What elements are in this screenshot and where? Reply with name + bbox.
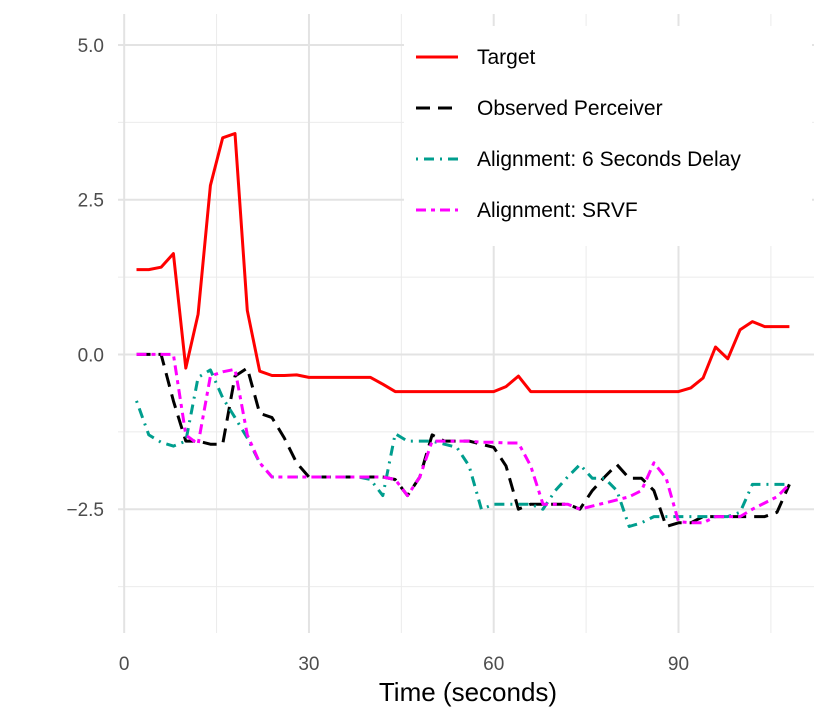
series-line-2 <box>135 368 790 528</box>
x-axis-title: Time (seconds) <box>379 677 557 707</box>
x-tick-label-3: 90 <box>668 654 689 675</box>
y-tick-label-3: −2.5 <box>66 500 104 521</box>
tick-labels: 5.0 2.5 0.0 −2.5 0 30 60 90 <box>66 36 689 675</box>
legend-label-0: Target <box>477 46 536 69</box>
x-tick-label-0: 0 <box>119 654 130 675</box>
legend-background <box>404 26 812 246</box>
legend-label-1: Observed Perceiver <box>477 97 663 120</box>
y-tick-label-1: 2.5 <box>78 191 104 212</box>
y-tick-label-2: 0.0 <box>78 345 104 366</box>
x-tick-label-1: 30 <box>298 654 319 675</box>
x-tick-label-2: 60 <box>483 654 504 675</box>
series-layer <box>135 132 791 528</box>
legend: Target Observed Perceiver Alignment: 6 Sec… <box>404 26 812 246</box>
series-line-0 <box>136 132 790 394</box>
y-tick-label-0: 5.0 <box>78 36 104 57</box>
series-line-3 <box>136 352 791 525</box>
legend-label-3: Alignment: SRVF <box>477 199 638 222</box>
legend-label-2: Alignment: 6 Seconds Delay <box>477 148 741 171</box>
